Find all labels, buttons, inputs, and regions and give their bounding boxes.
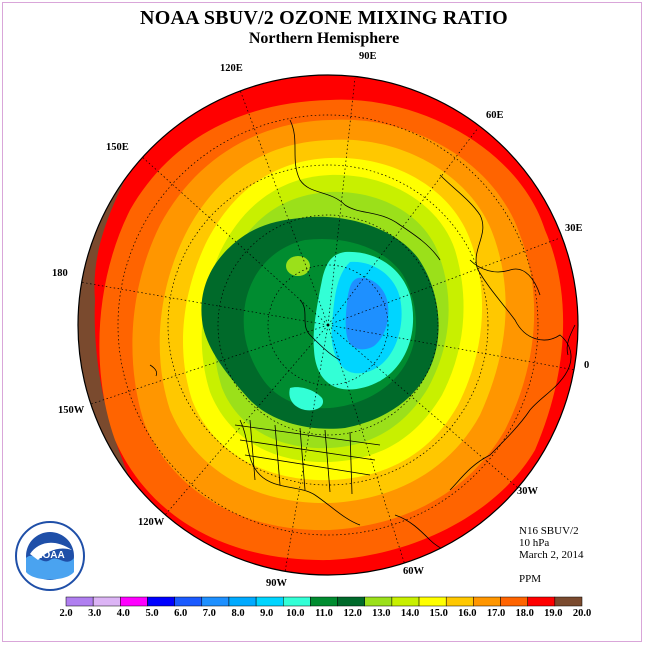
- band-8-9: [345, 277, 389, 350]
- colorbar-swatch: [364, 596, 393, 607]
- page-title: NOAA SBUV/2 OZONE MIXING RATIO: [140, 7, 508, 29]
- colorbar-tick-label: 18.0: [515, 608, 534, 619]
- colorbar: [65, 596, 583, 607]
- instrument-label: N16 SBUV/2: [519, 525, 579, 537]
- colorbar-tick-label: 19.0: [544, 608, 563, 619]
- meridian-label-120e: 120E: [220, 63, 243, 74]
- date-label: March 2, 2014: [519, 549, 584, 561]
- colorbar-swatch: [92, 596, 121, 607]
- page-subtitle: Northern Hemisphere: [248, 30, 400, 47]
- colorbar-tick-label: 7.0: [202, 608, 216, 619]
- meridian-label-60w: 60W: [403, 566, 424, 577]
- colorbar-tick-label: 17.0: [486, 608, 506, 619]
- colorbar-tick-label: 14.0: [400, 608, 420, 619]
- meridian-label-90e: 90E: [359, 51, 377, 62]
- band-10-11-islet: [289, 387, 324, 411]
- hemisphere-border: [77, 74, 579, 576]
- colorbar-tick-label: 4.0: [116, 608, 130, 619]
- colorbar-tick-label: 3.0: [88, 608, 102, 619]
- meridian-label-90w: 90W: [266, 578, 287, 589]
- colorbar-tick-label: 5.0: [145, 608, 159, 619]
- colorbar-swatch: [174, 596, 203, 607]
- noaa-logo: NOAA: [14, 520, 86, 592]
- colorbar-tick-label: 9.0: [260, 608, 274, 619]
- meridian-label-150e: 150E: [106, 142, 129, 153]
- colorbar-swatch: [418, 596, 447, 607]
- colorbar-tick-label: 20.0: [572, 608, 592, 619]
- colorbar-swatch: [473, 596, 501, 607]
- colorbar-swatch: [201, 596, 230, 607]
- units-label: PPM: [519, 573, 542, 585]
- plot-frame: [2, 2, 642, 642]
- colorbar-tick-label: 6.0: [174, 608, 188, 619]
- meridian-label-180: 180: [52, 268, 68, 279]
- coastlines: [149, 119, 576, 561]
- noaa-logo-text: NOAA: [35, 550, 64, 561]
- pressure-level-label: 10 hPa: [519, 537, 550, 549]
- meridian-label-120w: 120W: [138, 517, 165, 528]
- colorbar-swatch: [527, 596, 556, 607]
- colorbar-tick-label: 15.0: [429, 608, 448, 619]
- colorbar-tick-label: 11.0: [315, 608, 333, 619]
- colorbar-swatch: [120, 596, 148, 607]
- colorbar-swatch: [337, 596, 365, 607]
- colorbar-swatch: [391, 596, 420, 607]
- band-13-island: [286, 256, 310, 276]
- ozone-contour-field: [78, 75, 578, 575]
- colorbar-tick-label: 8.0: [231, 608, 245, 619]
- meridian-label-0: 0: [584, 360, 590, 371]
- meridian-label-30w: 30W: [517, 486, 538, 497]
- colorbar-swatch: [500, 596, 528, 607]
- colorbar-swatch: [228, 596, 257, 607]
- colorbar-swatch: [65, 596, 94, 607]
- meridian-label-60e: 60E: [486, 110, 504, 121]
- meridian-label-150w: 150W: [58, 405, 85, 416]
- colorbar-swatch: [554, 596, 583, 607]
- colorbar-swatch: [147, 596, 175, 607]
- meridian-label-30e: 30E: [565, 223, 583, 234]
- colorbar-swatch: [445, 596, 474, 607]
- colorbar-tick-label: 16.0: [458, 608, 477, 619]
- colorbar-swatch: [310, 596, 338, 607]
- colorbar-tick-label: 13.0: [372, 608, 391, 619]
- colorbar-tick-label: 10.0: [286, 608, 305, 619]
- colorbar-tick-label: 2.0: [59, 608, 73, 619]
- graticule: [79, 77, 576, 573]
- colorbar-tick-label: 12.0: [343, 608, 362, 619]
- colorbar-swatch: [283, 596, 311, 607]
- colorbar-swatch: [255, 596, 284, 607]
